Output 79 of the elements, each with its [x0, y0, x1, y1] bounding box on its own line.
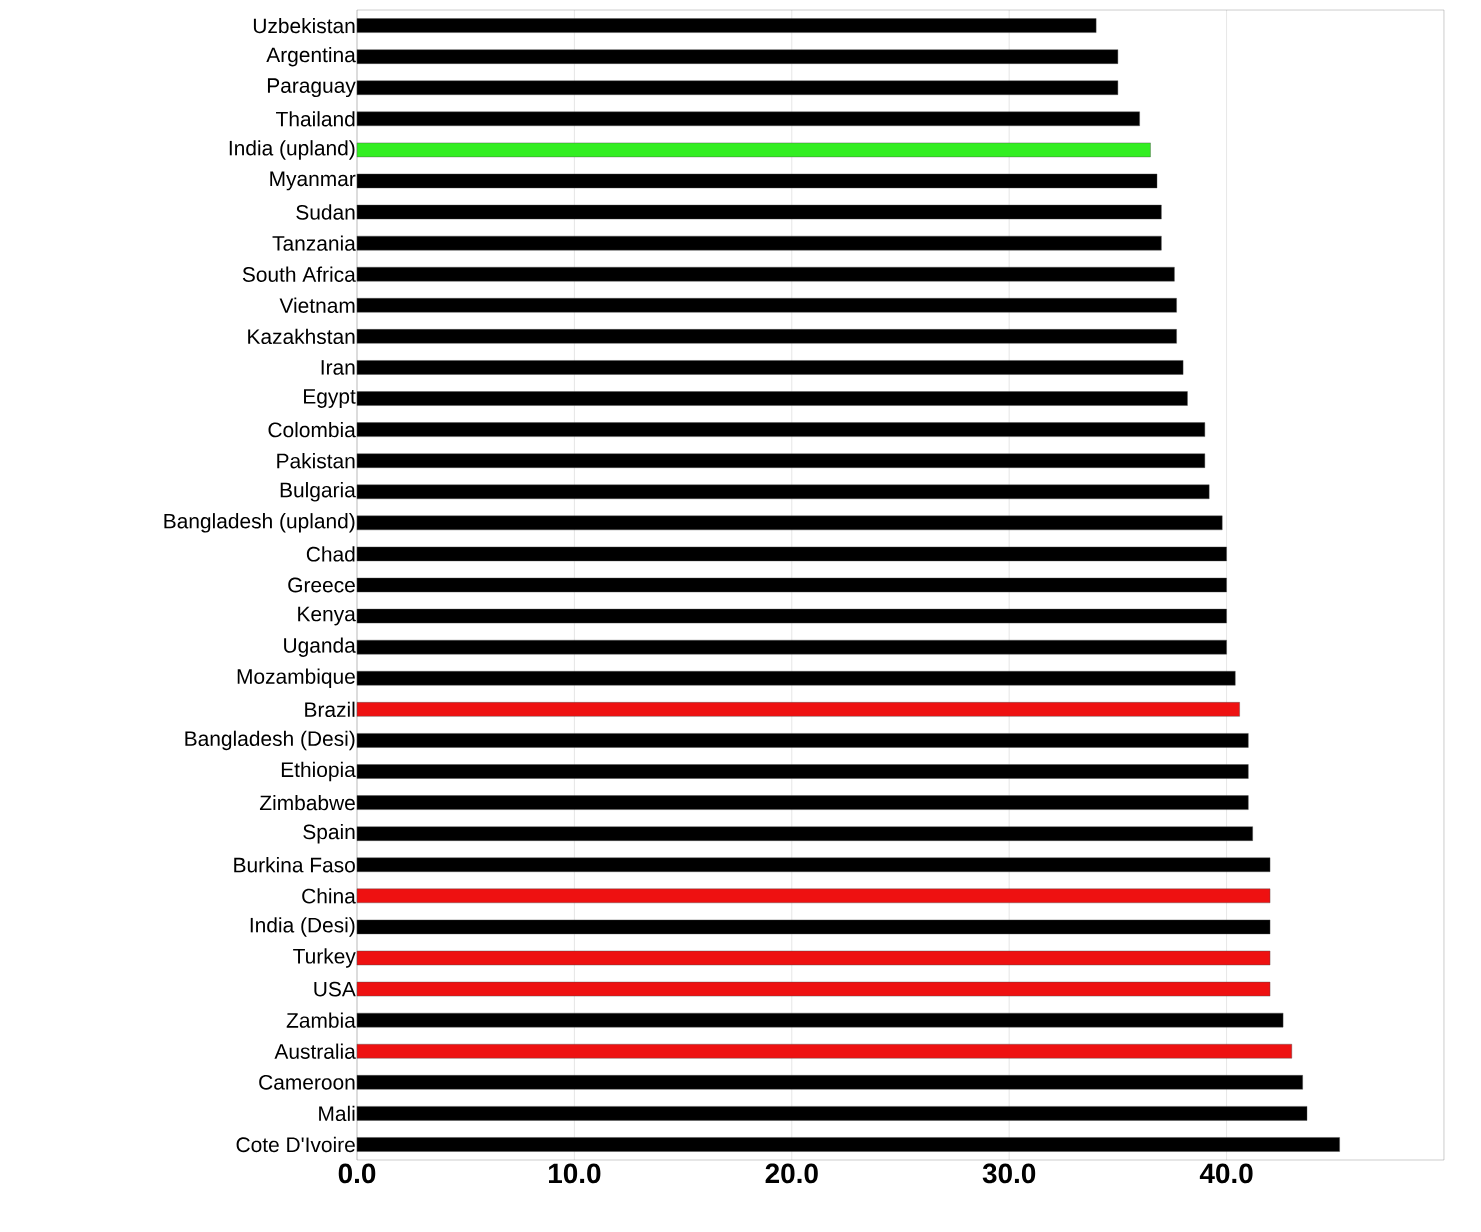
y-tick-label: Thailand	[276, 111, 355, 127]
bar	[356, 733, 1249, 748]
bar	[356, 857, 1271, 872]
bar	[356, 639, 1227, 655]
y-tick-label: India (upland)	[229, 140, 355, 160]
y-tick-label: Cote D'Ivoire	[236, 1136, 355, 1153]
bar	[356, 49, 1119, 64]
y-tick-label: Vietnam	[279, 297, 355, 313]
y-tick-label: Mali	[319, 1105, 355, 1122]
bar	[356, 826, 1253, 841]
bar	[356, 484, 1210, 499]
y-tick-label: Pakistan	[277, 453, 355, 469]
y-tick-label: India (Desi)	[250, 917, 355, 937]
bar	[356, 80, 1119, 95]
bar	[356, 298, 1177, 313]
y-tick-label: Mozambique	[237, 668, 355, 689]
y-tick-label: Chad	[306, 546, 355, 562]
bar	[356, 18, 1097, 33]
bar	[356, 453, 1206, 468]
y-tick-label: Greece	[288, 577, 355, 593]
bar	[356, 764, 1249, 779]
bar	[356, 1012, 1284, 1028]
y-tick-label: South Africa	[242, 266, 356, 282]
y-tick-label: Cameroon	[259, 1074, 355, 1090]
x-tick-label: 10.0	[549, 1163, 601, 1184]
bar	[356, 546, 1227, 562]
y-tick-label: Ethiopia	[281, 761, 356, 782]
y-tick-label: Iran	[321, 360, 355, 375]
y-tick-label: Australia	[274, 1043, 356, 1059]
bar	[356, 981, 1271, 997]
bar	[356, 702, 1240, 717]
bar	[356, 235, 1162, 251]
y-tick-label: Kenya	[298, 606, 356, 626]
bar	[356, 919, 1271, 935]
bar	[356, 142, 1151, 158]
y-tick-label: Brazil	[305, 701, 355, 718]
bar	[356, 329, 1177, 344]
bar	[356, 391, 1188, 406]
bar	[356, 888, 1271, 904]
bar	[356, 795, 1249, 810]
bar	[356, 515, 1223, 531]
bar	[356, 1137, 1340, 1152]
y-tick-label: Sudan	[296, 204, 355, 220]
y-tick-label: Paraguay	[267, 78, 356, 98]
bar	[356, 950, 1271, 966]
y-tick-label: Zimbabwe	[259, 794, 355, 811]
y-tick-label: USA	[314, 981, 356, 997]
y-tick-label: Zambia	[286, 1012, 356, 1028]
y-tick-label: Bangladesh (Desi)	[185, 730, 355, 751]
x-tick-label: 40.0	[1199, 1163, 1253, 1184]
bar	[356, 360, 1184, 375]
y-tick-label: China	[302, 888, 356, 904]
y-tick-label: Spain	[303, 823, 355, 844]
bar	[356, 1044, 1292, 1059]
y-tick-label: Myanmar	[270, 171, 356, 191]
y-tick-label: Turkey	[293, 948, 356, 968]
y-tick-label: Uganda	[284, 637, 356, 657]
y-tick-label: Uzbekistan	[253, 17, 355, 34]
bar	[356, 577, 1227, 593]
bar	[356, 422, 1206, 437]
y-tick-label: Tanzania	[272, 235, 356, 251]
bar	[356, 1106, 1308, 1121]
bar	[356, 267, 1175, 282]
y-tick-label: Bulgaria	[280, 482, 356, 502]
y-tick-label: Argentina	[266, 46, 356, 67]
bar	[356, 608, 1227, 624]
y-tick-label: Colombia	[268, 421, 356, 438]
y-tick-label: Kazakhstan	[248, 328, 355, 345]
y-tick-label: Egypt	[304, 389, 356, 408]
bar	[356, 204, 1162, 220]
bar	[356, 1075, 1303, 1090]
y-tick-label: Bangladesh (upland)	[164, 513, 355, 533]
bar	[356, 671, 1236, 686]
bar	[356, 111, 1140, 127]
x-tick-label: 0.0	[338, 1163, 376, 1184]
bar	[356, 173, 1158, 189]
x-tick-label: 20.0	[765, 1163, 818, 1184]
x-tick-label: 30.0	[982, 1163, 1036, 1184]
y-tick-label: Burkina Faso	[234, 857, 355, 873]
